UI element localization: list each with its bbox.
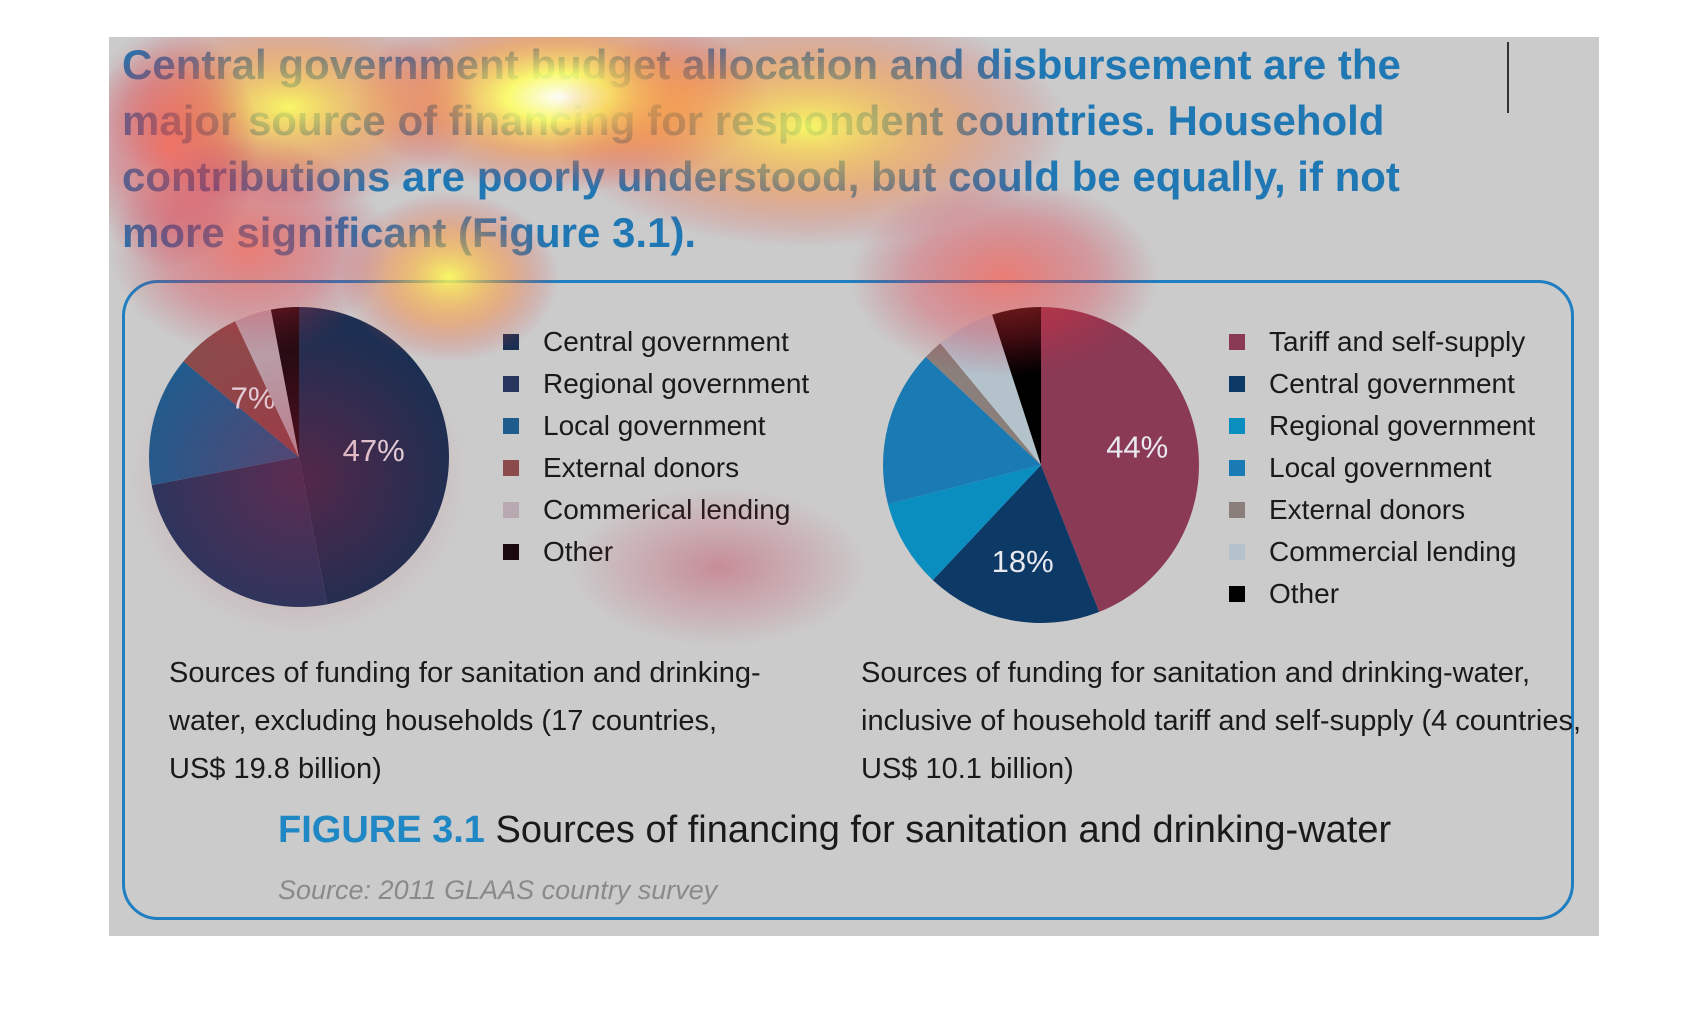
legend-label: Regional government	[1269, 410, 1536, 441]
legend-item: Other	[1229, 573, 1535, 615]
legend-swatch	[1229, 418, 1245, 434]
pie-slice-tariff-and-self-supply	[1041, 307, 1199, 612]
legend-item: Other	[503, 531, 809, 573]
legend-label: Regional government	[543, 368, 810, 399]
legend-label: Other	[1269, 578, 1340, 609]
legend-item: Central government	[1229, 363, 1535, 405]
figure-panel: Central government budget allocation and…	[109, 37, 1599, 936]
legend-excluding-households: Central government Regional government Loc…	[503, 321, 809, 573]
legend-label: Central government	[543, 326, 789, 357]
legend-item: Regional government	[503, 363, 809, 405]
pie-slice-central-government	[932, 465, 1100, 623]
legend-item: Central government	[503, 321, 809, 363]
legend-swatch	[1229, 544, 1245, 560]
legend-swatch	[503, 502, 519, 518]
data-label: 18%	[992, 544, 1054, 579]
legend-label: External donors	[1269, 494, 1466, 525]
pie-chart-excluding-households: 47%7%	[149, 307, 450, 607]
figure-number: FIGURE 3.1	[278, 809, 485, 851]
data-label: 47%	[343, 433, 405, 468]
chart-caption-inclusive-households: Sources of funding for sanitation and dr…	[861, 657, 1582, 785]
figure-title-text: Sources of financing for sanitation and …	[495, 809, 1392, 851]
legend-swatch	[503, 418, 519, 434]
chart-caption-excluding-households: Sources of funding for sanitation and dr…	[169, 657, 761, 785]
legend-swatch	[1229, 376, 1245, 392]
legend-item: Regional government	[1229, 405, 1535, 447]
legend-swatch	[1229, 334, 1245, 350]
legend-label: Other	[543, 536, 614, 567]
legend-label: Local government	[543, 410, 766, 441]
figure-title: FIGURE 3.1 Sources of financing for sani…	[278, 809, 1391, 852]
legend-swatch	[503, 334, 519, 350]
figure-frame	[122, 280, 1574, 920]
legend-item: Commercial lending	[1229, 531, 1535, 573]
legend-swatch	[1229, 460, 1245, 476]
legend-swatch	[1229, 502, 1245, 518]
divider	[1507, 42, 1509, 113]
pie-chart-inclusive-households: 44% 18%	[883, 307, 1199, 623]
legend-swatch	[503, 544, 519, 560]
legend-item: Local government	[1229, 447, 1535, 489]
legend-swatch	[503, 460, 519, 476]
legend-label: Local government	[1269, 452, 1492, 483]
source-note: Source: 2011 GLAAS country survey	[278, 875, 718, 905]
pie-slice-local-government	[883, 356, 1041, 505]
legend-item: Local government	[503, 405, 809, 447]
legend-inclusive-households: Tariff and self-supply Central government…	[1229, 321, 1535, 615]
legend-swatch	[1229, 586, 1245, 602]
legend-label: External donors	[543, 452, 740, 483]
headline: Central government budget allocation and…	[122, 41, 1401, 256]
legend-item: Commerical lending	[503, 489, 809, 531]
data-label: 44%	[1106, 430, 1168, 465]
legend-label: Commerical lending	[543, 494, 791, 525]
legend-swatch	[503, 376, 519, 392]
legend-label: Tariff and self-supply	[1269, 326, 1526, 357]
legend-item: External donors	[1229, 489, 1535, 531]
legend-item: External donors	[503, 447, 809, 489]
legend-label: Commercial lending	[1269, 536, 1517, 567]
legend-label: Central government	[1269, 368, 1515, 399]
legend-item: Tariff and self-supply	[1229, 321, 1535, 363]
pie-slice-regional-government	[887, 465, 1041, 581]
